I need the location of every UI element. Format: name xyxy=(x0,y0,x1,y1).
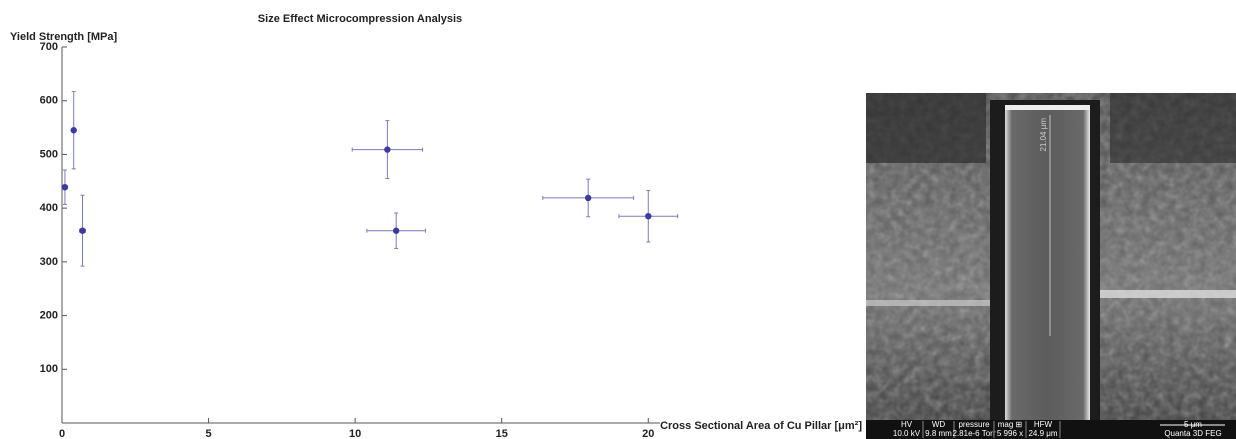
point xyxy=(71,127,77,133)
sem-ledge xyxy=(1100,290,1236,298)
sem-info-value: 9.8 mm xyxy=(925,429,952,438)
sem-shadow xyxy=(1110,93,1236,163)
sem-info-label: pressure xyxy=(958,420,990,429)
sem-instrument: Quanta 3D FEG xyxy=(1164,429,1221,438)
point xyxy=(62,184,68,190)
y-axis-label: Yield Strength [MPa] xyxy=(10,31,117,43)
sem-info-label: HFW xyxy=(1034,420,1053,429)
sem-shadow xyxy=(866,93,986,163)
point xyxy=(393,228,399,234)
page: Size Effect Microcompression Analysis Yi… xyxy=(0,0,1236,439)
point xyxy=(645,213,651,219)
sem-measurement: 21.04 μm xyxy=(1039,118,1048,152)
x-tick-label: 20 xyxy=(642,428,654,439)
sem-pillar-top xyxy=(1005,105,1090,110)
sem-info-value: 2.81e-6 Torr xyxy=(953,429,996,438)
point xyxy=(384,146,390,152)
point xyxy=(585,195,591,201)
y-tick-label: 400 xyxy=(40,202,58,214)
sem-info-value: 24.9 μm xyxy=(1028,429,1057,438)
y-tick-label: 300 xyxy=(40,256,58,268)
sem-ledge xyxy=(866,300,990,306)
sem-info-label: HV xyxy=(901,420,913,429)
y-tick-label: 200 xyxy=(40,309,58,321)
sem-info-value: 5 996 x xyxy=(997,429,1023,438)
sem-info-value: 10.0 kV xyxy=(893,429,921,438)
sem-info-label: WD xyxy=(932,420,946,429)
chart-title: Size Effect Microcompression Analysis xyxy=(258,13,462,25)
sem-scale-label: 5 μm xyxy=(1184,420,1202,429)
x-axis-label: Cross Sectional Area of Cu Pillar [μm²] xyxy=(660,420,862,432)
x-tick-label: 15 xyxy=(496,428,508,439)
sem-info-label: mag ⊞ xyxy=(998,420,1023,429)
y-tick-label: 700 xyxy=(40,41,58,53)
x-tick-label: 10 xyxy=(349,428,361,439)
x-tick-label: 0 xyxy=(59,428,65,439)
x-tick-label: 5 xyxy=(206,428,212,439)
y-tick-label: 100 xyxy=(40,363,58,375)
point xyxy=(79,228,85,234)
y-tick-label: 600 xyxy=(40,95,58,107)
y-tick-label: 500 xyxy=(40,148,58,160)
